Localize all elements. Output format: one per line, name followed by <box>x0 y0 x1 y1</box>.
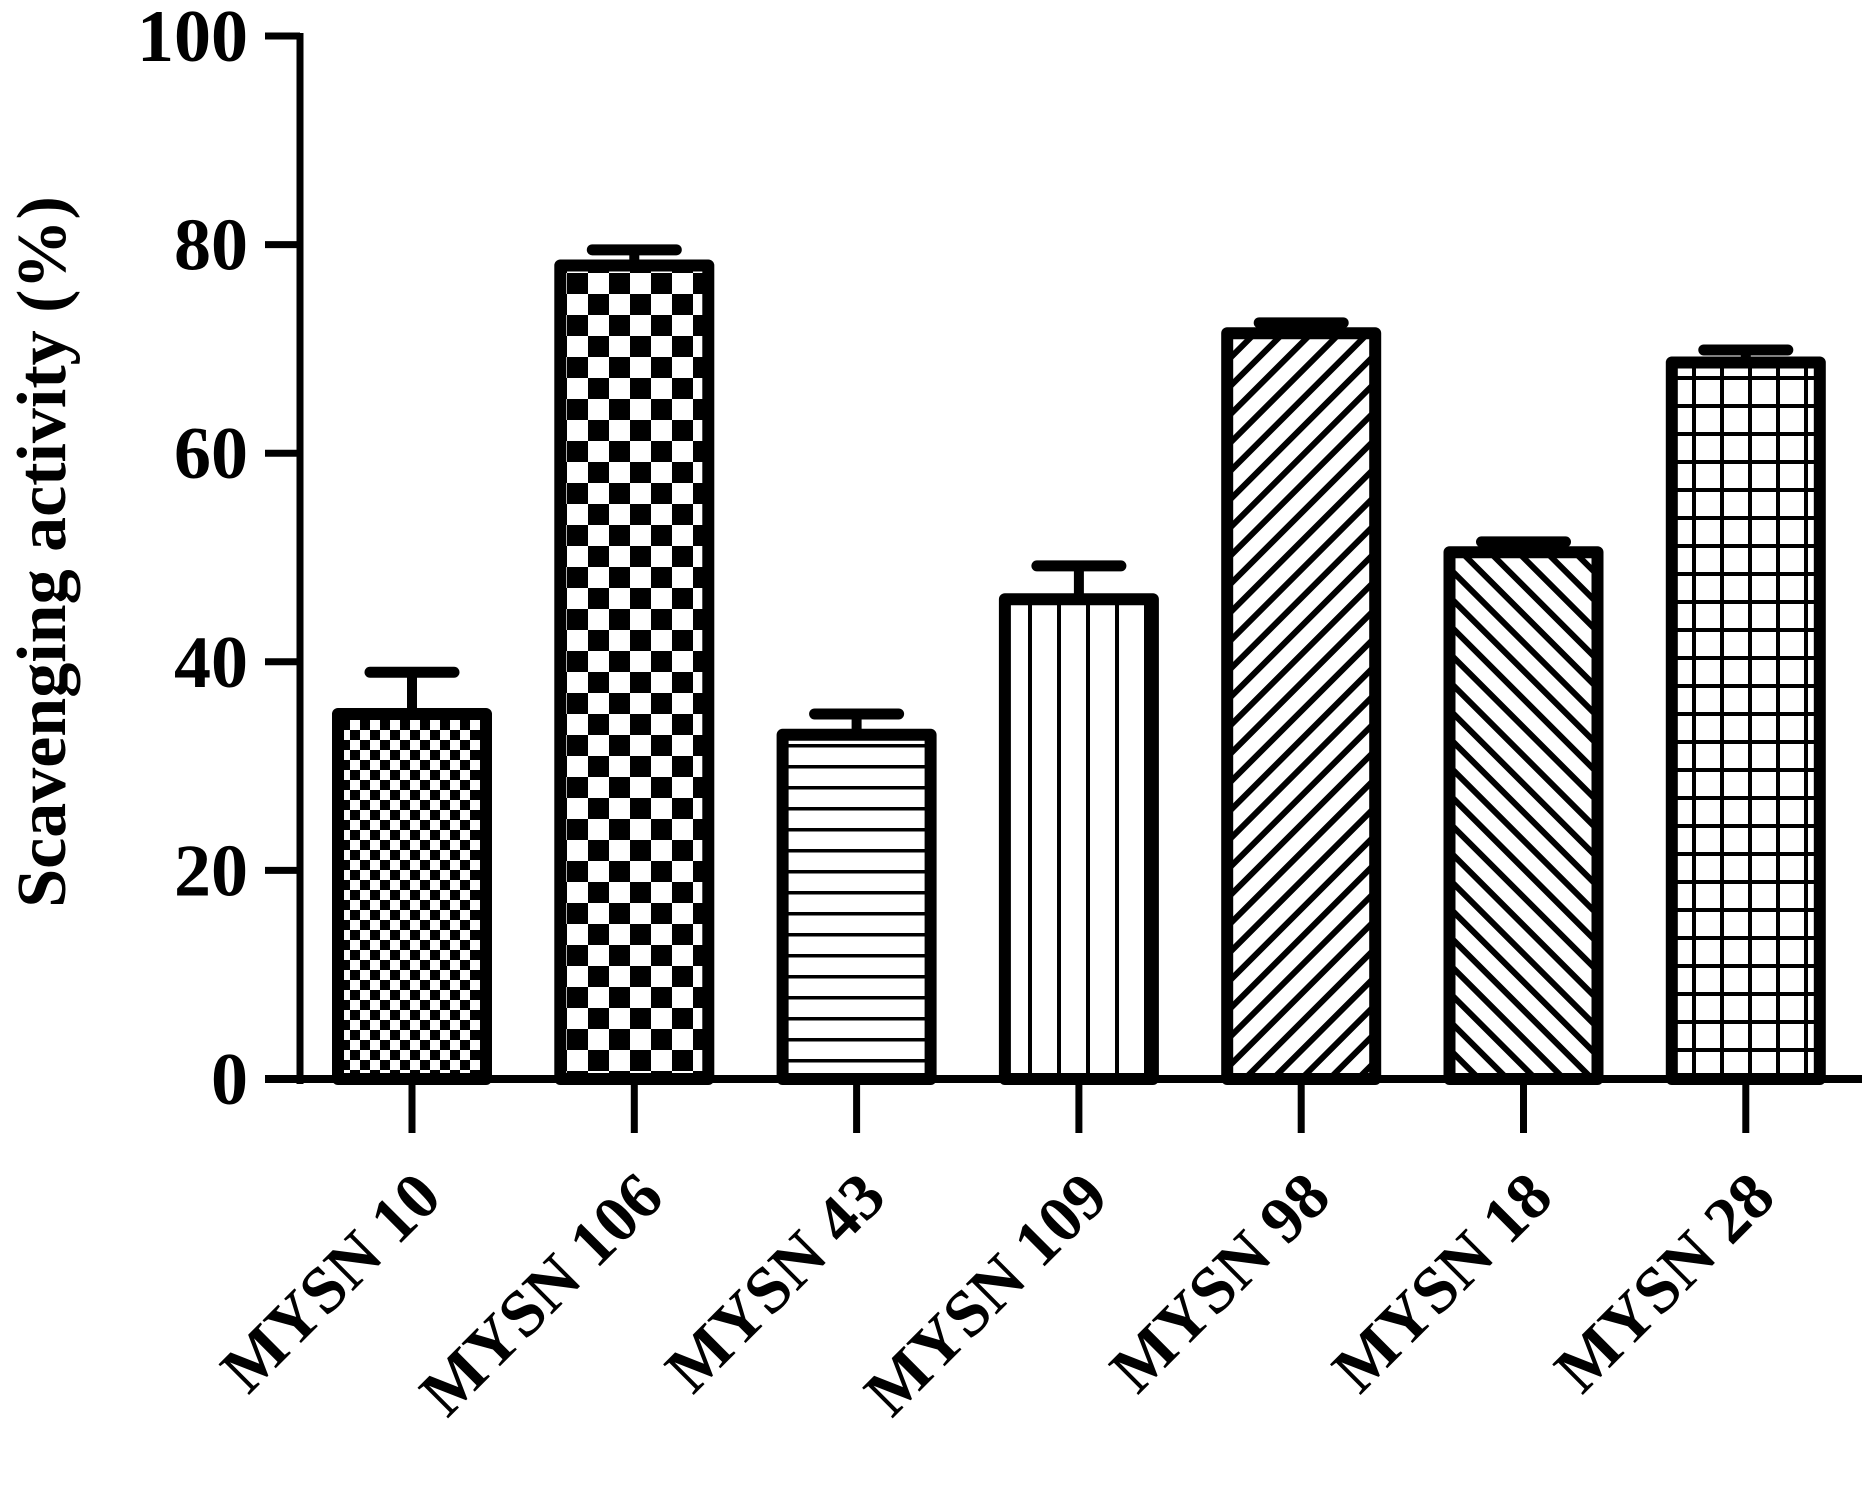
bar-rect <box>776 728 937 1085</box>
bar-rect <box>1443 546 1604 1085</box>
x-tick-label: MYSN 28 <box>1541 1159 1788 1406</box>
x-tick-label: MYSN 18 <box>1319 1159 1566 1406</box>
y-axis: 0 20 40 60 80 100 <box>137 0 304 1121</box>
y-tick-label: 0 <box>211 1039 248 1121</box>
bar-rect <box>1665 356 1826 1086</box>
y-tick-label: 100 <box>137 0 248 78</box>
bar-rect <box>1221 327 1382 1085</box>
y-axis-title: Scavenging activity (%) <box>4 196 81 908</box>
y-tick-label: 40 <box>174 622 248 704</box>
bar-mysn-28 <box>1665 344 1826 1086</box>
bar-rect <box>332 707 492 1085</box>
x-tick-label: MYSN 98 <box>1096 1159 1343 1406</box>
x-tick-label: MYSN 106 <box>406 1159 677 1430</box>
y-tick-label: 20 <box>174 830 248 912</box>
x-tick-label: MYSN 109 <box>851 1159 1122 1430</box>
bar-mysn-109 <box>998 560 1159 1085</box>
bar-mysn-98 <box>1221 317 1382 1085</box>
bar-mysn-10 <box>332 666 492 1085</box>
bar-mysn-18 <box>1443 536 1604 1085</box>
bar-rect <box>554 259 715 1085</box>
y-tick-label: 60 <box>174 413 248 495</box>
bar-rect <box>998 593 1159 1085</box>
y-tick-label: 80 <box>174 205 248 287</box>
bar-mysn-43 <box>776 708 937 1085</box>
bar-mysn-106 <box>554 244 715 1085</box>
bars-group <box>332 244 1826 1086</box>
